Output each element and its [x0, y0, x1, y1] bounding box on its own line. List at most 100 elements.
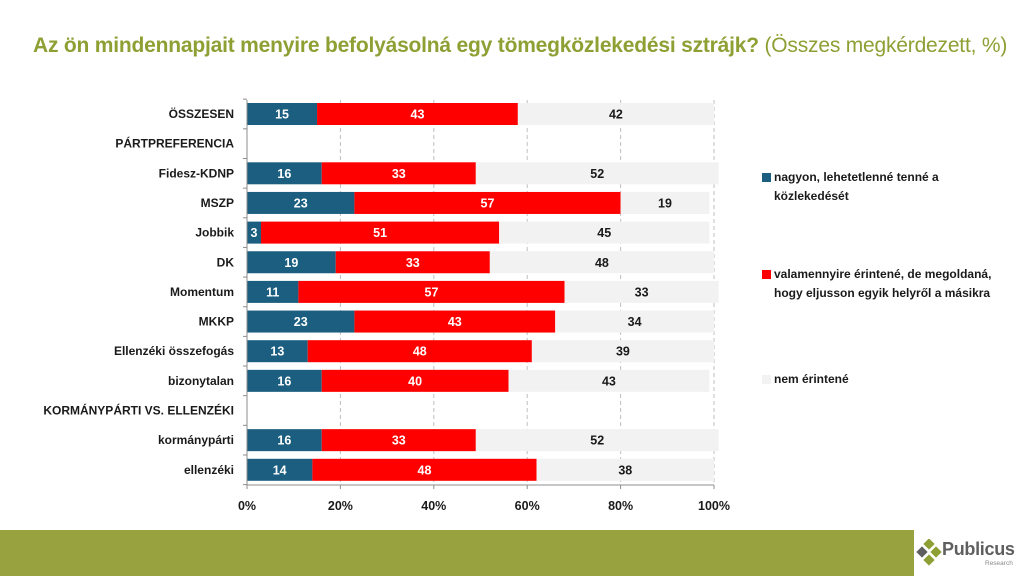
- bar-segment-mkkp-s1: [354, 310, 556, 333]
- bar-segment-jobbik-s1: [261, 221, 500, 244]
- data-label: 19: [284, 256, 298, 270]
- data-label: 19: [658, 196, 672, 210]
- data-label: 39: [616, 345, 630, 359]
- data-label: 42: [609, 108, 623, 122]
- bar-segment-osszesen-s1: [317, 103, 518, 125]
- bar-segment-mszp-s2: [620, 191, 710, 214]
- category-label-dk: DK: [217, 255, 235, 269]
- category-label-partpreferencia: PÁRTPREFERENCIA: [115, 136, 234, 151]
- bar-segment-dk-s1: [335, 251, 490, 274]
- legend-label-nagyon: nagyon, lehetetlenné tenné a közlekedésé…: [774, 170, 939, 203]
- bar-segment-mszp-s0: [247, 191, 355, 214]
- data-label: 52: [590, 167, 604, 181]
- bar-segment-momentum-s1: [298, 280, 565, 303]
- data-label: 48: [595, 256, 609, 270]
- bar-segment-mszp-s1: [354, 191, 621, 214]
- bar-segment-bizonytalan-s2: [508, 369, 710, 392]
- chart-title-sub: (Összes megkérdezett, %): [758, 34, 1008, 57]
- data-label: 48: [413, 345, 427, 359]
- category-label-osszesen: ÖSSZESEN: [169, 106, 234, 121]
- bar-segment-fidesz-kdnp-s0: [247, 162, 322, 185]
- data-label: 43: [411, 108, 425, 122]
- data-label: 43: [602, 374, 616, 388]
- x-tick-label: 0%: [238, 499, 256, 513]
- category-label-jobbik: Jobbik: [195, 226, 234, 240]
- category-label-kormanyparti-vs-ellenzeki: KORMÁNYPÁRTI VS. ELLENZÉKI: [43, 403, 234, 418]
- category-label-kormanyparti: kormánypárti: [158, 433, 234, 447]
- bar-segment-bizonytalan-s1: [321, 369, 509, 392]
- data-label: 33: [635, 285, 649, 299]
- logo-wordmark: Publicus: [942, 539, 1015, 559]
- bar-segment-ellenzeki-osszefogas-s2: [531, 340, 714, 363]
- data-label: 43: [448, 315, 462, 329]
- bar-segment-osszesen-s2: [517, 103, 714, 125]
- bar-segment-mkkp-s0: [247, 310, 355, 333]
- data-label: 57: [481, 196, 495, 210]
- data-label: 16: [277, 374, 291, 388]
- bar-segment-momentum-s0: [247, 280, 299, 303]
- category-label-momentum: Momentum: [170, 285, 234, 299]
- x-tick-label: 100%: [698, 499, 730, 513]
- bar-segment-dk-s0: [247, 251, 336, 274]
- legend-item-valamennyire: valamennyire érintené, de megoldaná, hog…: [762, 265, 992, 303]
- legend-swatch-valamennyire: [762, 270, 771, 279]
- data-label: 16: [277, 434, 291, 448]
- bar-segment-kormanyparti-s2: [475, 429, 719, 452]
- data-label: 15: [275, 108, 289, 122]
- chart-title-main: Az ön mindennapjait menyire befolyásolná…: [33, 34, 759, 57]
- data-label: 14: [273, 463, 287, 477]
- bar-segment-kormanyparti-s0: [247, 429, 322, 452]
- data-label: 33: [392, 167, 406, 181]
- bar-segment-kormanyparti-s1: [321, 429, 476, 452]
- bar-segment-ellenzeki-s0: [247, 458, 313, 481]
- footer-band: [0, 530, 914, 576]
- data-label: 48: [418, 463, 432, 477]
- publicus-logo: Publicus Research: [916, 537, 1024, 571]
- data-label: 57: [425, 285, 439, 299]
- category-label-fidesz-kdnp: Fidesz-KDNP: [159, 166, 234, 180]
- bar-segment-mkkp-s2: [555, 310, 714, 333]
- data-label: 51: [373, 226, 387, 240]
- x-tick-label: 60%: [515, 499, 540, 513]
- bar-segment-ellenzeki-osszefogas-s0: [247, 340, 308, 363]
- legend-item-nem-erintene: nem érintené: [762, 370, 992, 389]
- legend-swatch-nagyon: [762, 173, 771, 182]
- bar-segment-jobbik-s2: [499, 221, 710, 244]
- legend-label-valamennyire: valamennyire érintené, de megoldaná, hog…: [774, 267, 992, 300]
- stacked-bar-chart: ÖSSZESEN 15 43 42 PÁRTPREFERENCIA Fidesz-KDNP…: [43, 98, 730, 513]
- data-label: 16: [277, 167, 291, 181]
- chart-title: Az ön mindennapjait menyire befolyásolná…: [33, 34, 1007, 58]
- category-label-bizonytalan: bizonytalan: [168, 374, 234, 388]
- bar-segment-ellenzeki-osszefogas-s1: [307, 340, 532, 363]
- bar-segment-fidesz-kdnp-s1: [321, 162, 476, 185]
- x-tick-label: 20%: [328, 499, 353, 513]
- bar-segment-fidesz-kdnp-s2: [475, 162, 719, 185]
- data-label: 52: [590, 434, 604, 448]
- category-label-mkkp: MKKP: [199, 315, 234, 329]
- data-label: 3: [251, 226, 258, 240]
- data-label: 33: [392, 434, 406, 448]
- bar-segment-osszesen-s0: [247, 103, 318, 125]
- logo-diamond-icon: [916, 539, 942, 566]
- x-tick-label: 80%: [608, 499, 633, 513]
- data-label: 11: [266, 285, 279, 299]
- category-label-ellenzeki: ellenzéki: [184, 463, 234, 477]
- legend-item-nagyon: nagyon, lehetetlenné tenné a közlekedésé…: [762, 168, 992, 206]
- bar-segment-ellenzeki-s1: [312, 458, 537, 481]
- data-label: 40: [408, 374, 422, 388]
- bar-segment-momentum-s2: [564, 280, 719, 303]
- bar-segment-dk-s2: [489, 251, 714, 274]
- logo-tagline: Research: [985, 560, 1013, 567]
- category-label-mszp: MSZP: [201, 196, 234, 210]
- data-label: 34: [628, 315, 642, 329]
- bar-segment-jobbik-s0: [247, 221, 262, 244]
- bar-segment-ellenzeki-s2: [536, 458, 714, 481]
- data-label: 33: [406, 256, 420, 270]
- legend-label-nem-erintene: nem érintené: [774, 372, 849, 386]
- data-label: 23: [294, 196, 308, 210]
- x-tick-label: 40%: [421, 499, 446, 513]
- data-label: 23: [294, 315, 308, 329]
- legend-swatch-nem-erintene: [762, 375, 771, 384]
- data-label: 38: [618, 463, 632, 477]
- bar-segment-bizonytalan-s0: [247, 369, 322, 392]
